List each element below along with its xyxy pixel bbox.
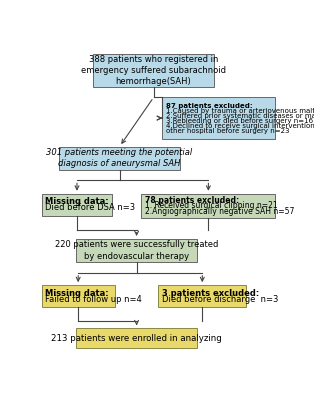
- Text: 4.Declined to receive surgical intervention or transferred to: 4.Declined to receive surgical intervent…: [166, 122, 314, 128]
- FancyBboxPatch shape: [42, 194, 112, 216]
- Text: 1.Caused by trauma or arteriovenous malformation n=40: 1.Caused by trauma or arteriovenous malf…: [166, 108, 314, 114]
- FancyBboxPatch shape: [59, 146, 180, 170]
- Text: Missing data:: Missing data:: [45, 289, 109, 298]
- Text: 2.Angiographically negative SAH n=57: 2.Angiographically negative SAH n=57: [145, 207, 295, 216]
- FancyBboxPatch shape: [162, 97, 275, 139]
- FancyBboxPatch shape: [93, 54, 214, 86]
- Text: 220 patients were successfully treated
by endovascular therapy: 220 patients were successfully treated b…: [55, 240, 218, 260]
- Text: 2.Suffered prior systematic diseases or malignancy n=8: 2.Suffered prior systematic diseases or …: [166, 112, 314, 118]
- Text: 213 patients were enrolled in analyzing: 213 patients were enrolled in analyzing: [51, 334, 222, 343]
- Text: 1. Received surgical clipping n=21: 1. Received surgical clipping n=21: [145, 201, 278, 210]
- FancyBboxPatch shape: [141, 194, 275, 218]
- Text: 3.Rebleeding or died before surgery n=16: 3.Rebleeding or died before surgery n=16: [166, 118, 313, 124]
- Text: other hospital before surgery n=23: other hospital before surgery n=23: [166, 128, 289, 134]
- Text: 301 patients meeting the potential
diagnosis of aneurysmal SAH: 301 patients meeting the potential diagn…: [46, 148, 193, 168]
- Text: Missing data:: Missing data:: [45, 197, 109, 206]
- Text: Died before discharge  n=3: Died before discharge n=3: [162, 295, 279, 304]
- Text: Died before DSA n=3: Died before DSA n=3: [45, 203, 135, 212]
- Text: Failed to follow up n=4: Failed to follow up n=4: [45, 295, 142, 304]
- FancyBboxPatch shape: [76, 239, 198, 262]
- Text: 78 patients excluded:: 78 patients excluded:: [145, 196, 239, 205]
- Text: 87 patients excluded:: 87 patients excluded:: [166, 102, 252, 108]
- FancyBboxPatch shape: [159, 285, 246, 307]
- Text: 3 patients excluded:: 3 patients excluded:: [162, 289, 259, 298]
- Text: 388 patients who registered in
emergency suffered subarachnoid
hemorrhage(SAH): 388 patients who registered in emergency…: [81, 55, 226, 86]
- FancyBboxPatch shape: [76, 328, 198, 348]
- FancyBboxPatch shape: [42, 285, 115, 307]
